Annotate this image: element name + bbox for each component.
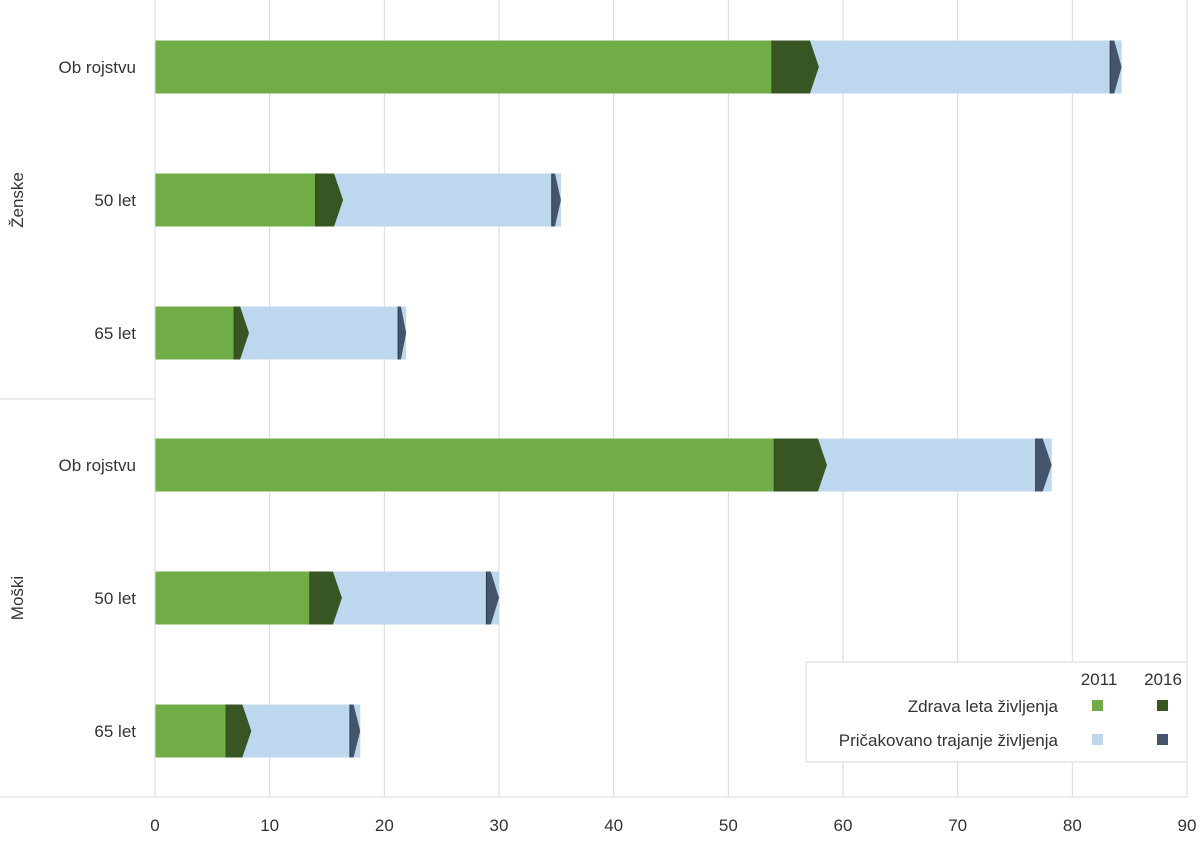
category-label: Ob rojstvu: [59, 456, 136, 475]
x-tick-label: 60: [834, 816, 853, 835]
legend-swatch-2016: [1157, 700, 1168, 711]
bar-healthy-years-2011: [155, 40, 772, 94]
group-label: Ženske: [8, 172, 27, 228]
arrow-life-expectancy-2016: [1110, 40, 1122, 94]
arrow-healthy-years-2016: [309, 571, 342, 625]
legend-box: [805, 661, 1188, 763]
legend-swatch-2011: [1092, 700, 1103, 711]
legend-column-2011: 2011: [1081, 670, 1118, 689]
bar-healthy-years-2011: [155, 306, 235, 360]
arrow-life-expectancy-2016: [349, 704, 361, 758]
arrow-healthy-years-2016: [234, 306, 250, 360]
x-tick-label: 90: [1178, 816, 1197, 835]
bar-healthy-years-2011: [155, 173, 316, 227]
legend-label: Pričakovano trajanje življenja: [839, 731, 1059, 750]
legend: 2011 2016 Zdrava leta življenja Pričakovano…: [805, 661, 1188, 763]
legend-swatch-2011: [1092, 734, 1103, 745]
x-tick-label: 80: [1063, 816, 1082, 835]
bar-healthy-years-2011: [155, 704, 227, 758]
arrow-healthy-years-2016: [226, 704, 252, 758]
x-tick-label: 70: [948, 816, 967, 835]
x-tick-label: 10: [260, 816, 279, 835]
x-tick-label: 40: [604, 816, 623, 835]
bar-healthy-years-2011: [155, 571, 310, 625]
category-label: 65 let: [94, 722, 136, 741]
category-label: 65 let: [94, 324, 136, 343]
x-tick-label: 30: [490, 816, 509, 835]
x-tick-label: 20: [375, 816, 394, 835]
x-tick-label: 0: [150, 816, 159, 835]
bars: [155, 40, 1122, 758]
legend-label: Zdrava leta življenja: [908, 697, 1059, 716]
arrow-healthy-years-2016: [771, 40, 819, 94]
legend-column-2016: 2016: [1144, 670, 1182, 689]
category-label: 50 let: [94, 191, 136, 210]
arrow-life-expectancy-2016: [486, 571, 499, 625]
bar-healthy-years-2011: [155, 438, 775, 492]
legend-swatch-2016: [1157, 734, 1168, 745]
arrow-life-expectancy-2016: [1035, 438, 1052, 492]
arrow-life-expectancy-2016: [551, 173, 561, 227]
arrow-healthy-years-2016: [774, 438, 827, 492]
arrow-healthy-years-2016: [315, 173, 344, 227]
category-label: 50 let: [94, 589, 136, 608]
arrow-life-expectancy-2016: [398, 306, 407, 360]
x-tick-label: 50: [719, 816, 738, 835]
category-label: Ob rojstvu: [59, 58, 136, 77]
group-label: Moški: [8, 576, 27, 620]
